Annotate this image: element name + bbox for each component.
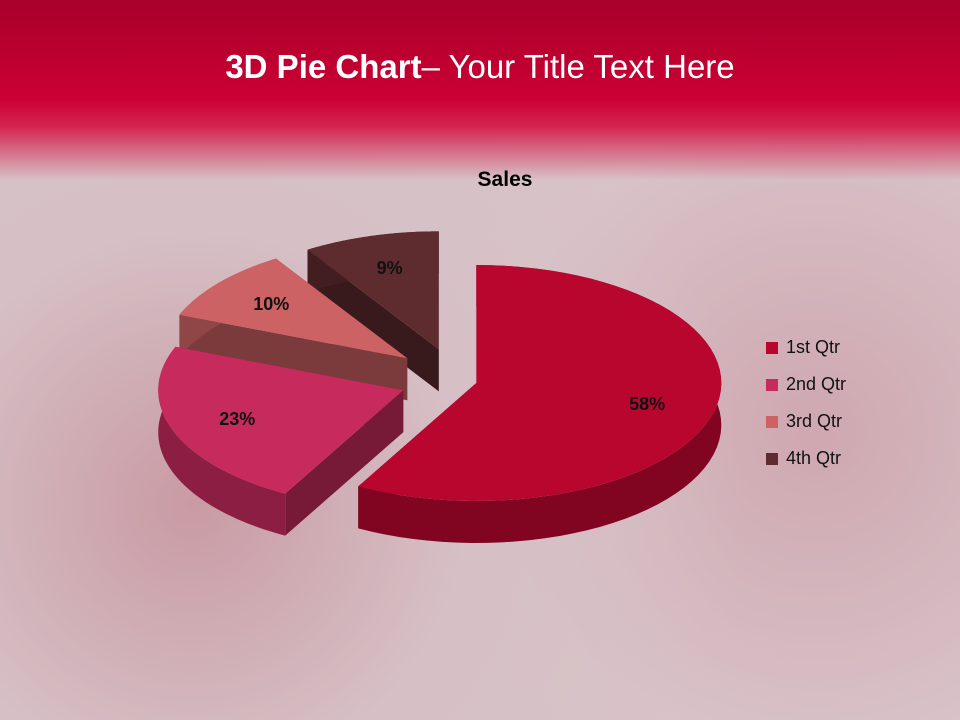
- slice-side: [158, 346, 286, 536]
- legend-item-1st-qtr: 1st Qtr: [766, 337, 840, 358]
- slice-top: [358, 265, 722, 501]
- pie-slice-3: 10%: [179, 258, 408, 401]
- legend-swatch: [766, 452, 778, 465]
- pie-slice-4: 9%: [307, 231, 439, 392]
- slide-title: 3D Pie Chart– Your Title Text Here: [0, 48, 960, 86]
- legend-label: 4th Qtr: [786, 448, 842, 468]
- legend-item-2nd-qtr: 2nd Qtr: [766, 374, 846, 395]
- data-label: 9%: [377, 258, 403, 278]
- slice-side: [358, 265, 722, 543]
- legend-label: 1st Qtr: [786, 337, 841, 357]
- slice-top: [158, 346, 404, 494]
- chart-title: Sales: [477, 168, 533, 191]
- legend-label: 2nd Qtr: [786, 374, 847, 394]
- slice-top: [179, 258, 408, 359]
- legend-label: 3rd Qtr: [786, 411, 843, 431]
- pie-slice-1: 58%: [358, 265, 722, 543]
- slice-wall: [179, 314, 408, 401]
- data-label: 10%: [253, 294, 289, 314]
- data-label: 23%: [219, 409, 255, 429]
- slide-title-rest: – Your Title Text Here: [421, 48, 735, 85]
- legend-item-3rd-qtr: 3rd Qtr: [766, 411, 842, 432]
- legend-swatch: [766, 341, 778, 354]
- legend-swatch: [766, 415, 778, 428]
- legend-item-4th-qtr: 4th Qtr: [766, 448, 841, 469]
- title-band: [0, 0, 960, 180]
- slice-wall: [307, 249, 439, 392]
- slide-title-bold: 3D Pie Chart: [225, 48, 422, 85]
- legend-swatch: [766, 378, 778, 391]
- pie-slice-2: 23%: [158, 346, 404, 536]
- data-label: 58%: [629, 394, 665, 414]
- slice-top: [307, 231, 439, 350]
